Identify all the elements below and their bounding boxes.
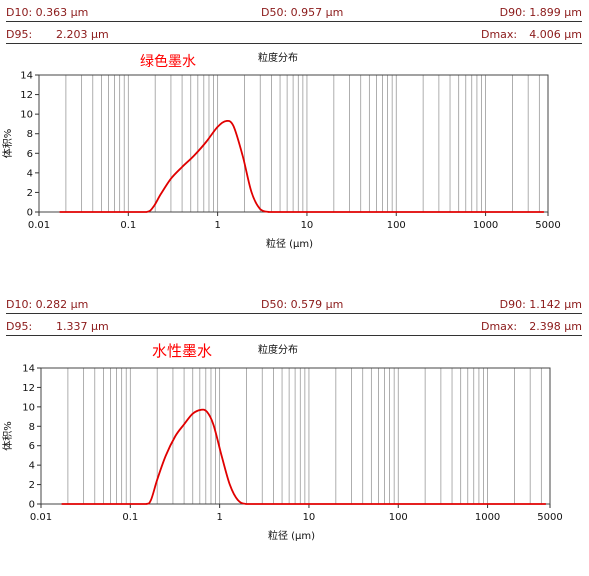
dmax-label: Dmax: <box>481 320 518 333</box>
d50-value: D50: 0.579 μm <box>261 298 344 311</box>
x-tick-label: 100 <box>387 220 406 231</box>
y-tick-label: 8 <box>27 129 33 140</box>
x-tick-label: 1000 <box>473 220 498 231</box>
d10-value: D10: 0.282 μm <box>6 298 89 311</box>
stats-row-1a: D10: 0.363 μm D50: 0.957 μm D90: 1.899 μ… <box>6 5 582 22</box>
stats-row-1b: D95: 2.203 μm Dmax: 4.006 μm <box>6 27 582 44</box>
y-tick-label: 2 <box>29 480 35 491</box>
particle-size-chart-1: 粒度分布 绿色墨水 0 2 4 6 8 10 12 14 0.01 0.1 1 10 100 1000 5000… <box>2 51 561 250</box>
d95-value: 1.337 μm <box>56 320 109 333</box>
dmax-value: 4.006 μm <box>529 28 582 41</box>
dmax-value: 2.398 μm <box>529 320 582 333</box>
x-tick-label: 0.01 <box>30 512 52 523</box>
d95-value: 2.203 μm <box>56 28 109 41</box>
x-tick-label: 1 <box>214 220 220 231</box>
d95-label: D95: <box>6 28 33 41</box>
y-tick-label: 0 <box>29 500 35 511</box>
divider <box>6 43 582 44</box>
y-tick-label: 6 <box>27 149 33 160</box>
d90-value: D90: 1.899 μm <box>499 6 582 19</box>
sample-annotation: 绿色墨水 <box>140 53 196 70</box>
y-tick-label: 14 <box>22 364 35 375</box>
particle-size-chart-2: 粒度分布 水性墨水 0 2 4 6 8 10 12 14 0.01 0.1 1 10 100 1000 5000… <box>2 342 563 542</box>
d95-label: D95: <box>6 320 33 333</box>
x-tick-label: 1 <box>216 512 222 523</box>
x-axis-label: 粒径 (μm) <box>268 529 315 542</box>
d10-value: D10: 0.363 μm <box>6 6 89 19</box>
y-tick-label: 14 <box>20 71 33 82</box>
x-tick-label: 0.1 <box>122 512 138 523</box>
y-tick-label: 10 <box>20 110 33 121</box>
y-tick-label: 4 <box>29 461 35 472</box>
chart-title: 粒度分布 <box>258 343 298 356</box>
y-axis-label: 体积% <box>2 129 14 159</box>
d90-value: D90: 1.142 μm <box>499 298 582 311</box>
divider <box>6 313 582 314</box>
y-tick-label: 10 <box>22 402 35 413</box>
divider <box>6 335 582 336</box>
stats-row-2a: D10: 0.282 μm D50: 0.579 μm D90: 1.142 μ… <box>6 297 582 314</box>
sample-annotation: 水性墨水 <box>152 342 212 360</box>
x-tick-label: 0.1 <box>120 220 136 231</box>
stats-row-2b: D95: 1.337 μm Dmax: 2.398 μm <box>6 319 582 336</box>
d50-value: D50: 0.957 μm <box>261 6 344 19</box>
x-tick-label: 5000 <box>535 220 560 231</box>
x-tick-label: 0.01 <box>28 220 50 231</box>
y-tick-label: 12 <box>20 90 33 101</box>
dmax-label: Dmax: <box>481 28 518 41</box>
x-tick-label: 100 <box>389 512 408 523</box>
divider <box>6 21 582 22</box>
y-tick-label: 2 <box>27 188 33 199</box>
y-tick-label: 8 <box>29 422 35 433</box>
distribution-series-line <box>61 408 546 505</box>
y-tick-label: 4 <box>27 168 33 179</box>
x-tick-label: 10 <box>303 512 316 523</box>
y-tick-label: 12 <box>22 383 35 394</box>
y-tick-label: 0 <box>27 208 33 219</box>
y-tick-label: 6 <box>29 441 35 452</box>
x-axis-label: 粒径 (μm) <box>266 237 313 250</box>
y-axis-label: 体积% <box>2 421 14 451</box>
x-tick-label: 10 <box>301 220 314 231</box>
distribution-series-line <box>59 119 544 213</box>
chart-title: 粒度分布 <box>258 51 298 64</box>
x-tick-label: 5000 <box>537 512 562 523</box>
x-tick-label: 1000 <box>475 512 500 523</box>
